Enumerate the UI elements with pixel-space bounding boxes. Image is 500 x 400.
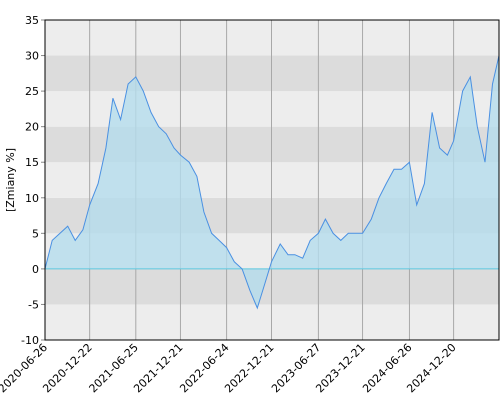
- y-tick-label: 5: [32, 227, 39, 240]
- y-tick-label: -5: [28, 298, 39, 311]
- y-tick-label: 25: [25, 85, 39, 98]
- y-tick-label: 30: [25, 50, 39, 63]
- plot-frame: [44, 19, 500, 341]
- line: [44, 55, 500, 310]
- y-tick-label: 15: [25, 156, 39, 169]
- y-tick-label: 10: [25, 192, 39, 205]
- y-tick-label: -10: [21, 334, 39, 347]
- y-axis-label: [Zmiany %]: [4, 148, 17, 212]
- y-tick-label: 20: [25, 121, 39, 134]
- y-tick-label: 35: [25, 14, 39, 27]
- y-tick-label: 0: [32, 263, 39, 276]
- area: [45, 55, 499, 308]
